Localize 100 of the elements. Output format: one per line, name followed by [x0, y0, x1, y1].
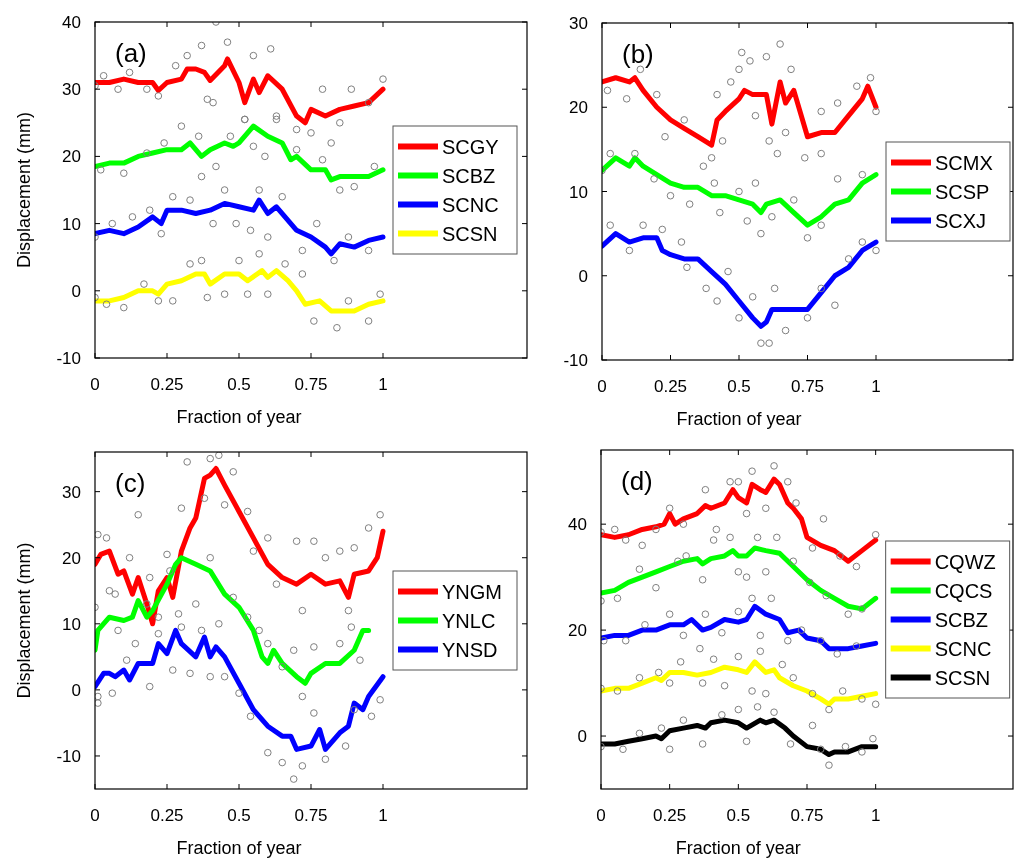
x-tick-label: 0: [596, 806, 606, 825]
annotation: (d): [621, 466, 653, 496]
point: [674, 557, 682, 566]
y-tick-label: 0: [578, 266, 588, 286]
point: [157, 229, 166, 238]
point: [318, 85, 327, 93]
point: [679, 631, 688, 640]
point: [781, 128, 790, 137]
point: [666, 191, 675, 200]
point: [716, 208, 724, 217]
point: [701, 610, 710, 618]
point: [344, 297, 353, 305]
point: [370, 162, 379, 171]
point: [621, 636, 630, 645]
point: [197, 172, 206, 181]
point: [789, 673, 798, 682]
point: [143, 85, 151, 93]
y-tick-label: 10: [569, 182, 588, 202]
x-tick-label: 0: [90, 375, 100, 394]
point: [792, 499, 800, 507]
point: [748, 687, 756, 695]
point: [209, 98, 217, 107]
point: [364, 98, 373, 107]
point: [757, 229, 765, 238]
legend-label: SCSP: [935, 180, 990, 203]
point: [336, 186, 344, 194]
point: [154, 613, 163, 621]
point: [249, 51, 258, 60]
point: [376, 290, 384, 298]
point: [606, 221, 615, 229]
point: [232, 219, 240, 228]
point: [134, 510, 142, 519]
point: [183, 458, 191, 466]
point: [858, 695, 866, 703]
point: [376, 695, 384, 704]
y-tick-label: 30: [62, 80, 81, 100]
point: [350, 705, 358, 714]
point: [95, 699, 102, 707]
point: [816, 745, 825, 754]
point: [174, 610, 183, 618]
x-tick-label: 0: [90, 806, 100, 825]
point: [757, 339, 765, 347]
legend-label: CQWZ: [934, 550, 996, 573]
point: [724, 267, 732, 276]
point: [625, 246, 634, 255]
point: [105, 586, 114, 595]
point: [726, 477, 734, 486]
point: [125, 68, 134, 77]
point: [379, 75, 387, 83]
point: [734, 568, 743, 576]
point: [718, 711, 726, 719]
point: [145, 682, 154, 691]
point: [638, 541, 646, 550]
x-tick-label: 0.5: [227, 806, 251, 825]
point: [852, 642, 861, 650]
point: [249, 547, 258, 555]
point: [606, 149, 615, 158]
point: [278, 192, 286, 201]
point: [272, 112, 281, 120]
point: [808, 689, 817, 698]
point: [264, 290, 272, 298]
point: [226, 132, 235, 141]
point: [753, 533, 762, 542]
annotation: (a): [115, 38, 147, 68]
point: [108, 219, 117, 228]
point: [203, 95, 212, 104]
point: [746, 57, 754, 65]
point: [246, 226, 255, 235]
point: [631, 149, 639, 158]
point: [140, 280, 148, 288]
point: [143, 600, 151, 608]
point: [742, 509, 751, 518]
point: [183, 51, 191, 60]
x-axis-title: Fraction of year: [176, 407, 302, 427]
point: [350, 182, 358, 191]
point: [192, 600, 200, 608]
point: [177, 623, 186, 631]
point: [206, 553, 214, 562]
point: [197, 41, 206, 50]
point: [102, 300, 111, 309]
point: [255, 186, 263, 194]
legend-label: CQCS: [934, 579, 993, 602]
y-tick-label: 0: [71, 680, 81, 700]
point: [770, 284, 779, 293]
point: [95, 530, 102, 539]
point: [154, 297, 163, 305]
point: [177, 504, 186, 512]
point: [817, 221, 825, 229]
point: [844, 610, 852, 618]
point: [603, 86, 612, 95]
point: [356, 656, 364, 664]
point: [613, 594, 622, 603]
point: [831, 301, 839, 310]
point: [350, 544, 358, 552]
x-tick-label: 0.75: [294, 806, 328, 825]
point: [255, 626, 263, 635]
point: [154, 629, 163, 638]
point: [712, 525, 721, 534]
point: [261, 152, 269, 161]
y-tick-label: 40: [568, 515, 587, 535]
